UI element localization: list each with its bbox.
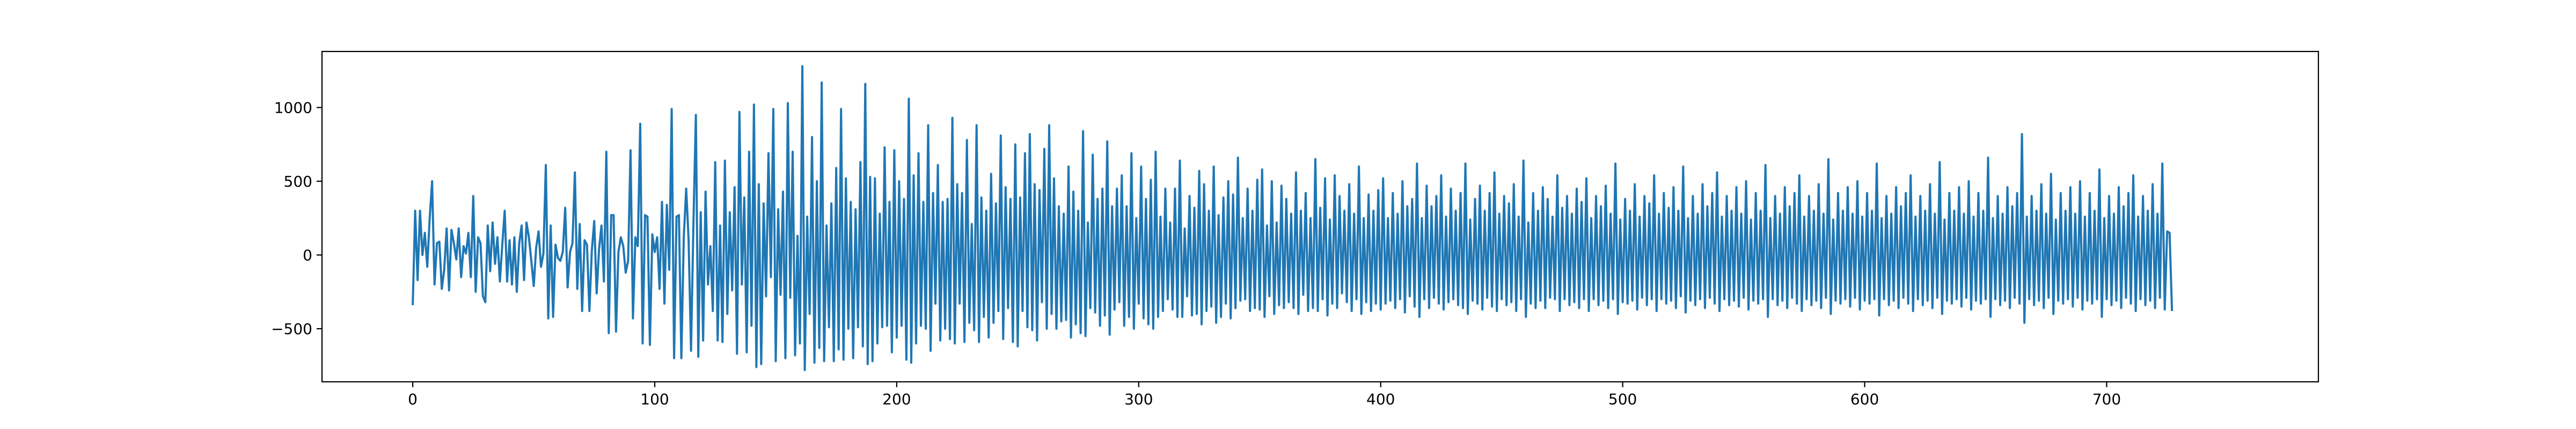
series-layer bbox=[412, 65, 2174, 371]
x-axis: 0 100 200 300 400 500 600 700 bbox=[408, 382, 2121, 408]
axes-frame bbox=[321, 50, 2319, 383]
x-tick-label: 200 bbox=[882, 390, 911, 408]
x-tick-label: 700 bbox=[2092, 390, 2121, 408]
y-tick-label: 0 bbox=[303, 247, 312, 264]
x-tick-label: 600 bbox=[1850, 390, 1879, 408]
x-tick-label: 0 bbox=[408, 390, 418, 408]
series-line-0 bbox=[412, 65, 2174, 371]
x-tick-label: 400 bbox=[1366, 390, 1395, 408]
y-tick-label: 500 bbox=[284, 173, 312, 190]
x-tick-label: 100 bbox=[640, 390, 669, 408]
y-axis: −500 0 500 1000 bbox=[271, 99, 322, 338]
y-tick-label: −500 bbox=[271, 320, 312, 338]
x-tick-label: 300 bbox=[1124, 390, 1153, 408]
x-tick-label: 500 bbox=[1608, 390, 1637, 408]
y-tick-label: 1000 bbox=[274, 99, 312, 117]
